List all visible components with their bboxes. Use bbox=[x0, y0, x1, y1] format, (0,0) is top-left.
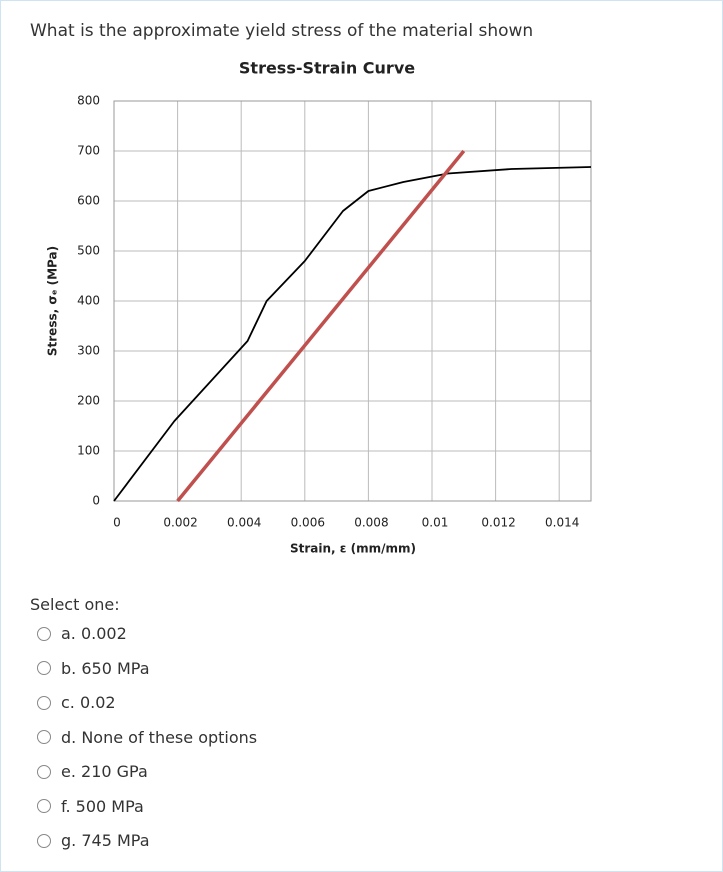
series-line bbox=[113, 166, 592, 502]
y-tick-label: 200 bbox=[77, 394, 100, 408]
radio[interactable] bbox=[37, 833, 51, 848]
option[interactable]: e. 210 GPa bbox=[37, 762, 148, 781]
option-label[interactable]: c. 0.02 bbox=[61, 693, 116, 712]
y-tick-label: 400 bbox=[77, 294, 100, 308]
question: What is the approximate yield stress of … bbox=[30, 21, 534, 41]
x-tick-label: 0.006 bbox=[291, 516, 325, 530]
radio[interactable] bbox=[37, 764, 51, 779]
option-label[interactable]: e. 210 GPa bbox=[61, 762, 148, 781]
y-tick-label: 600 bbox=[77, 194, 100, 208]
y-tick-label: 100 bbox=[77, 444, 100, 458]
option[interactable]: a. 0.002 bbox=[37, 624, 127, 643]
y-axis-label: Stress, σₑ (MPa) bbox=[46, 246, 60, 356]
x-tick-label: 0.014 bbox=[545, 516, 579, 530]
option-label[interactable]: b. 650 MPa bbox=[61, 658, 150, 678]
option[interactable]: b. 650 MPa bbox=[37, 659, 150, 678]
plot-frame bbox=[113, 100, 592, 502]
chart-title: Stress-Strain Curve bbox=[239, 59, 415, 78]
x-tick-label: 0.008 bbox=[354, 516, 388, 530]
option-label[interactable]: d. None of these options bbox=[61, 727, 258, 747]
option-label[interactable]: a. 0.002 bbox=[61, 624, 127, 643]
x-tick-label: 0 bbox=[113, 516, 121, 530]
x-tick-label: 0.01 bbox=[422, 516, 449, 530]
x-axis-label: Strain, ε (mm/mm) bbox=[290, 542, 416, 556]
radio[interactable] bbox=[37, 799, 51, 813]
radio[interactable] bbox=[37, 695, 51, 710]
x-tick-label: 0.012 bbox=[481, 516, 515, 530]
x-tick-label: 0.002 bbox=[163, 516, 197, 530]
radio[interactable] bbox=[37, 730, 51, 744]
y-tick-label: 0 bbox=[92, 494, 100, 508]
option[interactable]: f. 500 MPa bbox=[37, 797, 144, 816]
option-label[interactable]: g. 745 MPa bbox=[61, 831, 150, 850]
y-tick-label: 500 bbox=[77, 244, 100, 258]
series-line bbox=[176, 149, 466, 503]
chart: Stress-Strain Curve Strain, ε (mm/mm) St… bbox=[46, 59, 592, 556]
y-tick-label: 700 bbox=[77, 144, 100, 158]
option-label[interactable]: f. 500 MPa bbox=[61, 796, 144, 816]
option[interactable]: c. 0.02 bbox=[37, 693, 116, 712]
option[interactable]: g. 745 MPa bbox=[37, 831, 150, 850]
y-tick-label: 800 bbox=[77, 94, 100, 108]
prompt: Select one: bbox=[30, 595, 120, 614]
x-tick-label: 0.004 bbox=[227, 516, 261, 530]
y-tick-label: 300 bbox=[77, 344, 100, 358]
radio[interactable] bbox=[37, 661, 51, 675]
radio[interactable] bbox=[37, 626, 51, 641]
option[interactable]: d. None of these options bbox=[37, 728, 257, 747]
